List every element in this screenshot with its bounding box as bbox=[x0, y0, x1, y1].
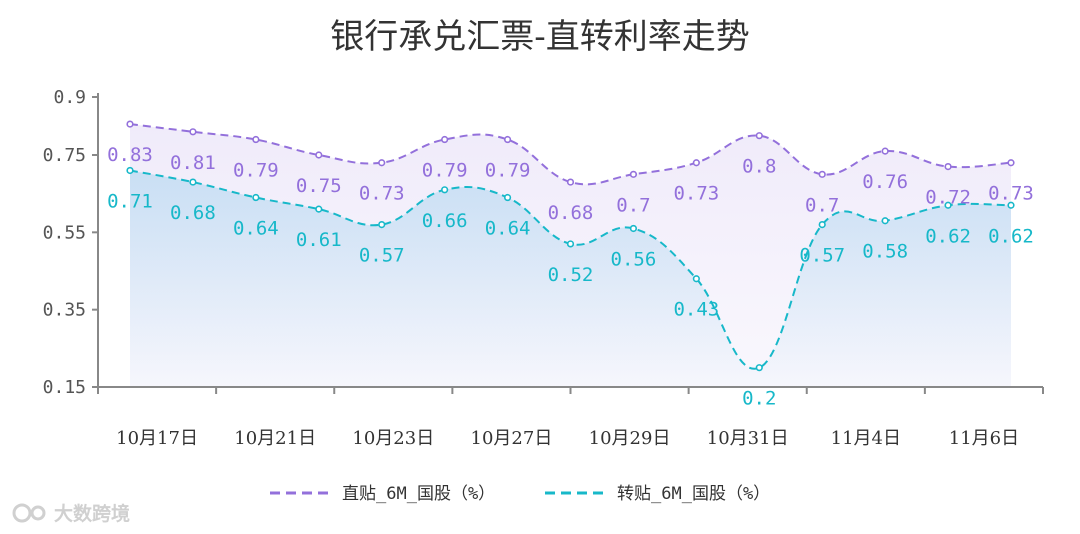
data-label-direct: 0.73 bbox=[359, 183, 405, 205]
data-point-direct[interactable] bbox=[252, 135, 260, 144]
data-point-direct[interactable] bbox=[944, 163, 952, 171]
area-fill-transfer bbox=[130, 170, 1011, 387]
x-tick-label: 11月4日 bbox=[831, 428, 901, 449]
data-point-transfer[interactable] bbox=[629, 224, 638, 233]
x-tick-label: 10月31日 bbox=[707, 428, 789, 449]
data-label-direct: 0.73 bbox=[988, 183, 1034, 205]
data-label-transfer: 0.52 bbox=[548, 264, 594, 286]
x-tick-label: 10月23日 bbox=[352, 428, 434, 449]
data-point-transfer[interactable] bbox=[441, 186, 449, 194]
x-tick-label: 10月17日 bbox=[116, 428, 198, 449]
data-label-direct: 0.79 bbox=[422, 160, 468, 182]
axes: 0.9 0.75 0.55 0.35 0.15 10月17日 10月21日 10月23日 10月… bbox=[43, 87, 1044, 449]
data-label-transfer: 0.62 bbox=[988, 225, 1034, 247]
data-point-transfer[interactable] bbox=[503, 193, 512, 202]
data-label-transfer: 0.64 bbox=[233, 218, 279, 240]
data-point-direct[interactable] bbox=[818, 170, 826, 178]
series-lines bbox=[129, 123, 1012, 370]
data-point-direct[interactable] bbox=[503, 135, 512, 144]
x-tick-label: 10月21日 bbox=[234, 428, 316, 449]
x-tick-label: 11月6日 bbox=[949, 428, 1019, 449]
data-label-direct: 0.79 bbox=[485, 160, 531, 182]
data-label-transfer: 0.58 bbox=[862, 241, 908, 263]
data-point-direct[interactable] bbox=[881, 147, 889, 155]
y-tick-label: 0.9 bbox=[53, 87, 86, 108]
y-tick-label: 0.15 bbox=[43, 377, 86, 398]
data-label-direct: 0.75 bbox=[296, 175, 342, 197]
data-label-direct: 0.72 bbox=[925, 187, 971, 209]
data-label-direct: 0.7 bbox=[805, 194, 839, 216]
data-point-direct[interactable] bbox=[126, 120, 134, 128]
watermark-logo-icon bbox=[12, 503, 32, 523]
chart-title: 银行承兑汇票-直转利率走势 bbox=[330, 17, 750, 57]
data-label-direct: 0.68 bbox=[548, 202, 594, 224]
data-point-transfer[interactable] bbox=[252, 193, 260, 202]
data-point-direct[interactable] bbox=[315, 151, 323, 159]
data-label-direct: 0.8 bbox=[742, 156, 776, 178]
y-tick-label: 0.75 bbox=[43, 145, 86, 166]
data-point-transfer[interactable] bbox=[818, 221, 826, 229]
data-label-transfer: 0.61 bbox=[296, 229, 342, 251]
data-points bbox=[126, 120, 1015, 372]
data-label-direct: 0.79 bbox=[233, 160, 279, 182]
data-label-transfer: 0.57 bbox=[799, 245, 845, 267]
series-line-transfer bbox=[129, 169, 1012, 370]
data-label-transfer: 0.43 bbox=[673, 299, 719, 321]
data-point-transfer[interactable] bbox=[378, 221, 386, 229]
data-point-transfer[interactable] bbox=[315, 205, 323, 213]
y-tick-label: 0.35 bbox=[43, 300, 86, 321]
data-point-transfer[interactable] bbox=[126, 166, 134, 175]
data-point-direct[interactable] bbox=[1007, 159, 1015, 167]
data-label-direct: 0.76 bbox=[862, 171, 908, 193]
data-point-transfer[interactable] bbox=[566, 240, 575, 248]
data-label-transfer: 0.2 bbox=[742, 388, 776, 410]
data-label-direct: 0.81 bbox=[170, 152, 216, 174]
watermark-logo-icon-2 bbox=[30, 505, 46, 521]
data-label-transfer: 0.64 bbox=[485, 218, 531, 240]
legend: 直贴_6M_国股（%） 转贴_6M_国股（%） bbox=[270, 484, 770, 504]
watermark-text: 大数跨境 bbox=[54, 502, 130, 525]
data-point-transfer[interactable] bbox=[944, 201, 952, 209]
x-tick-label: 10月27日 bbox=[471, 428, 553, 449]
data-point-direct[interactable] bbox=[378, 159, 386, 167]
watermark: 大数跨境 bbox=[12, 502, 130, 525]
data-label-transfer: 0.62 bbox=[925, 225, 971, 247]
data-label-direct: 0.7 bbox=[616, 194, 650, 216]
data-label-transfer: 0.66 bbox=[422, 210, 468, 232]
data-point-direct[interactable] bbox=[441, 135, 449, 144]
legend-label-direct[interactable]: 直贴_6M_国股（%） bbox=[342, 484, 495, 504]
data-point-transfer[interactable] bbox=[1007, 201, 1015, 209]
data-point-direct[interactable] bbox=[566, 178, 575, 186]
data-point-transfer[interactable] bbox=[189, 178, 197, 186]
series-line-direct bbox=[129, 123, 1012, 186]
data-point-direct[interactable] bbox=[692, 159, 700, 167]
data-point-direct[interactable] bbox=[755, 132, 763, 140]
legend-label-transfer[interactable]: 转贴_6M_国股（%） bbox=[617, 484, 770, 504]
area-fills bbox=[130, 124, 1011, 387]
data-label-direct: 0.73 bbox=[673, 183, 719, 205]
data-labels: 0.83 0.81 0.79 0.75 0.73 0.79 0.79 0.68 0.7 0.73 0… bbox=[107, 144, 1034, 410]
data-point-transfer[interactable] bbox=[692, 275, 700, 283]
data-point-transfer[interactable] bbox=[881, 217, 889, 225]
data-label-transfer: 0.56 bbox=[611, 248, 657, 270]
data-label-transfer: 0.57 bbox=[359, 245, 405, 267]
x-tick-label: 10月29日 bbox=[589, 428, 671, 449]
y-tick-label: 0.55 bbox=[43, 222, 86, 243]
data-point-direct[interactable] bbox=[189, 128, 197, 136]
data-label-transfer: 0.71 bbox=[107, 190, 153, 212]
data-point-transfer[interactable] bbox=[755, 364, 763, 372]
data-label-transfer: 0.68 bbox=[170, 202, 216, 224]
data-label-direct: 0.83 bbox=[107, 144, 153, 166]
data-point-direct[interactable] bbox=[629, 170, 638, 178]
